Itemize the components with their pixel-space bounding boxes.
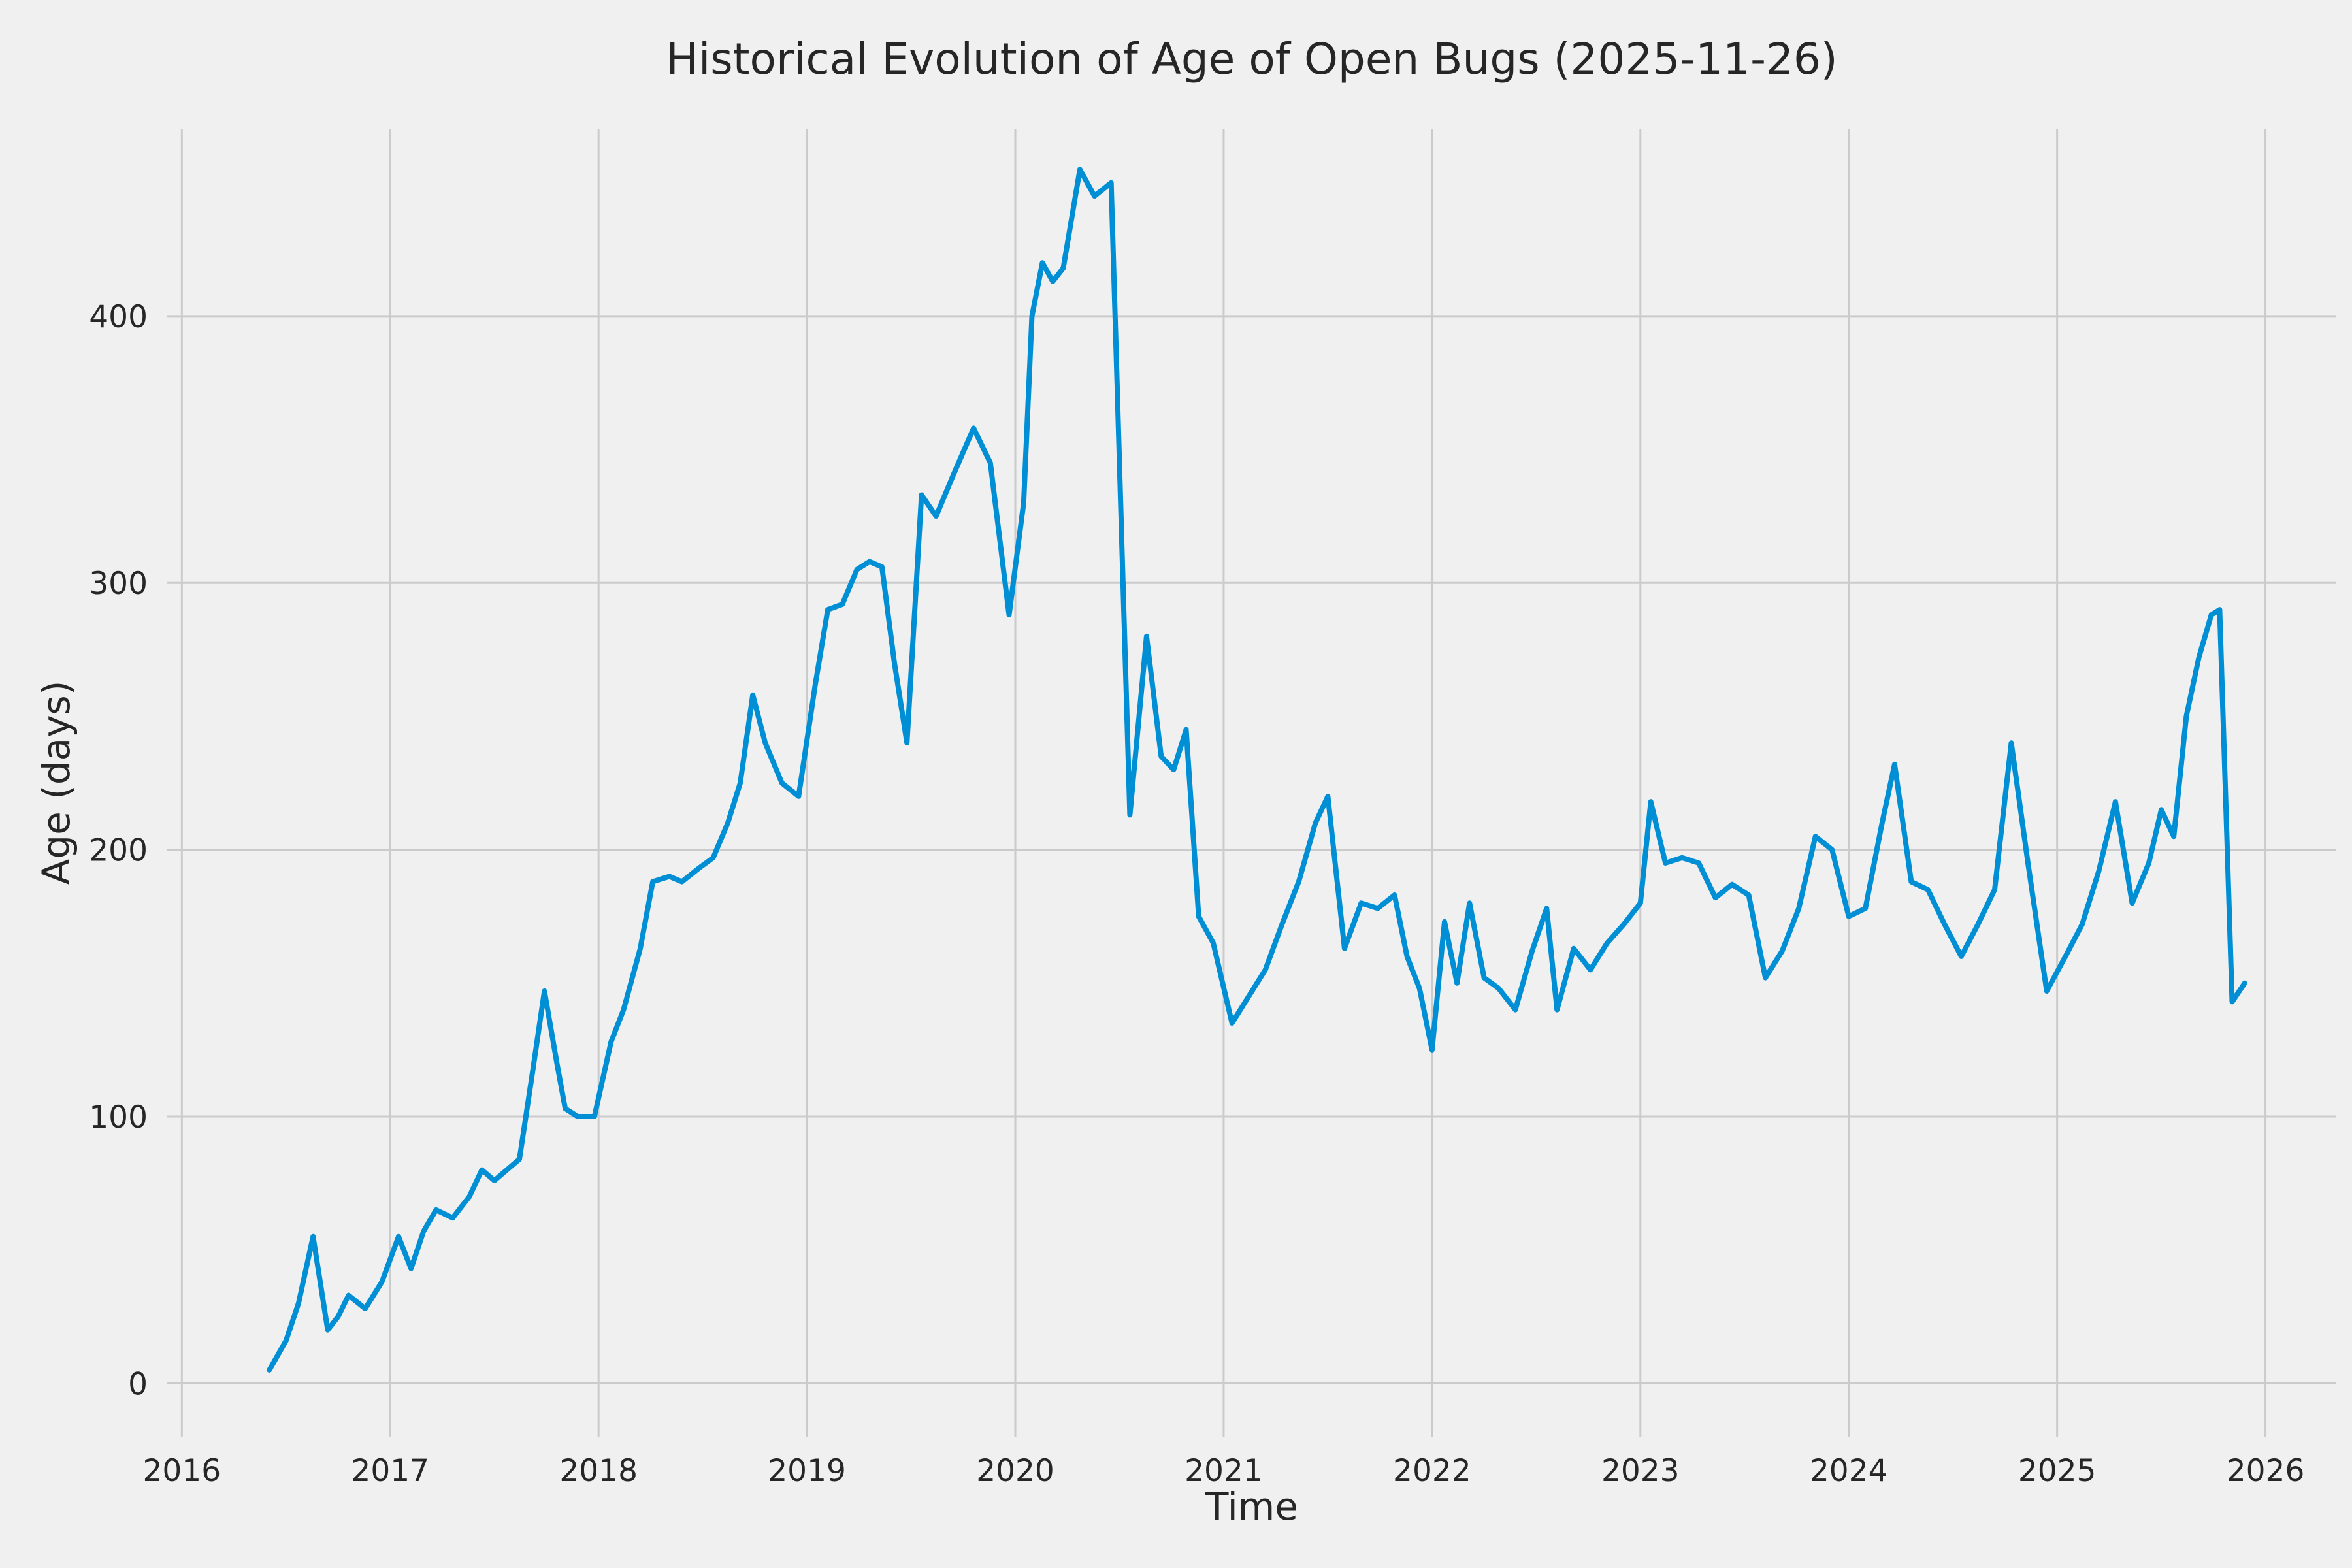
series-line-age-of-open-bugs (267, 167, 2247, 1373)
x-tick-label: 2019 (768, 1453, 846, 1489)
y-tick-label: 100 (89, 1100, 148, 1135)
x-tick-label: 2018 (559, 1453, 638, 1489)
x-tick-label: 2016 (143, 1453, 221, 1489)
x-tick-label: 2023 (1601, 1453, 1680, 1489)
y-tick-label: 0 (128, 1366, 148, 1402)
x-tick-label: 2021 (1184, 1453, 1263, 1489)
y-axis-label: Age (days) (34, 680, 78, 885)
x-tick-label: 2022 (1393, 1453, 1471, 1489)
x-tick-label: 2025 (2018, 1453, 2097, 1489)
x-tick-label: 2024 (1810, 1453, 1888, 1489)
x-axis-label: Time (1205, 1484, 1298, 1529)
chart-title: Historical Evolution of Age of Open Bugs… (666, 34, 1838, 84)
y-tick-label: 400 (89, 299, 148, 335)
x-tick-label: 2017 (351, 1453, 429, 1489)
y-tick-label: 200 (89, 833, 148, 869)
x-tick-label: 2026 (2227, 1453, 2305, 1489)
y-tick-label: 300 (89, 566, 148, 602)
x-tick-label: 2020 (976, 1453, 1054, 1489)
